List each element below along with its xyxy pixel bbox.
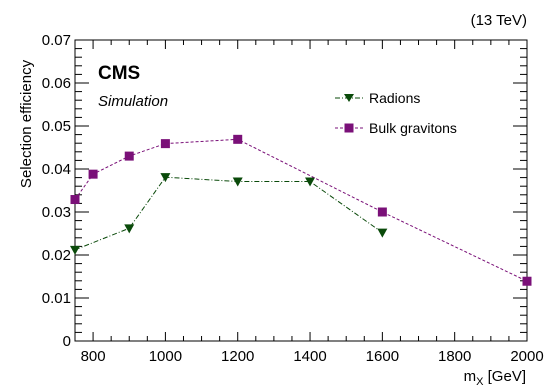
data-point-radions xyxy=(70,245,80,255)
legend: Radions Bulk gravitons xyxy=(335,90,457,136)
y-tick-label: 0.03 xyxy=(42,204,71,221)
cms-label: CMS xyxy=(98,63,140,84)
x-axis-title-main: m xyxy=(464,368,477,385)
y-axis-title: Selection efficiency xyxy=(18,59,35,188)
x-axis-title: mX [GeV] xyxy=(464,368,526,385)
y-tick-label: 0.04 xyxy=(42,161,71,178)
data-point-gravitons xyxy=(377,207,387,217)
y-tick-label: 0.05 xyxy=(42,118,71,135)
x-tick-label: 2000 xyxy=(510,348,543,365)
simulation-label: Simulation xyxy=(98,93,168,110)
y-tick-label: 0.01 xyxy=(42,290,71,307)
legend-radions-label: Radions xyxy=(369,90,420,106)
y-tick-label: 0 xyxy=(63,333,71,350)
y-tick-label: 0.07 xyxy=(42,32,71,49)
data-point-gravitons xyxy=(124,151,134,161)
data-point-gravitons xyxy=(88,169,98,179)
x-tick-label: 1800 xyxy=(438,348,471,365)
series-line-0 xyxy=(74,176,383,251)
x-axis-title-sub: X xyxy=(476,376,484,385)
data-point-radions xyxy=(160,173,171,183)
data-point-radions xyxy=(232,177,243,187)
data-point-gravitons xyxy=(70,195,80,205)
data-point-radions xyxy=(305,177,316,187)
x-tick-label: 1600 xyxy=(366,348,399,365)
legend-gravitons-marker xyxy=(344,123,354,133)
data-point-radions xyxy=(124,224,135,234)
x-tick-label: 1200 xyxy=(221,348,254,365)
legend-gravitons-label: Bulk gravitons xyxy=(369,120,457,136)
y-tick-label: 0.02 xyxy=(42,247,71,264)
x-tick-label: 800 xyxy=(81,348,106,365)
data-point-gravitons xyxy=(160,139,170,149)
plot-frame xyxy=(74,39,528,342)
x-tick-label: 1400 xyxy=(293,348,326,365)
legend-radions-marker xyxy=(344,94,354,102)
data-point-radions xyxy=(377,228,388,238)
energy-label: (13 TeV) xyxy=(471,12,527,29)
data-point-gravitons xyxy=(522,276,532,286)
x-axis-title-unit: [GeV] xyxy=(483,368,526,385)
data-point-gravitons xyxy=(233,134,243,144)
x-tick-label: 1000 xyxy=(149,348,182,365)
y-tick-label: 0.06 xyxy=(42,75,71,92)
series-line-1 xyxy=(74,138,528,282)
